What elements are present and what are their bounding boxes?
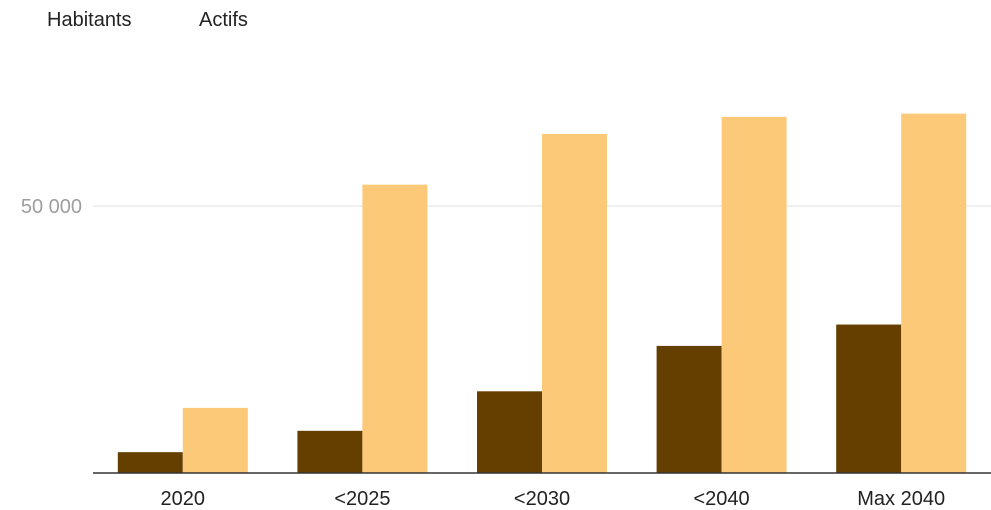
- bars: [117, 113, 967, 474]
- bar-actifs-0[interactable]: [182, 407, 248, 473]
- legend: Habitants Actifs: [47, 9, 248, 31]
- bar-actifs-4[interactable]: [901, 113, 967, 474]
- bar-actifs-3[interactable]: [721, 116, 787, 474]
- bar-actifs-2[interactable]: [542, 133, 607, 473]
- x-tick-label: <2025: [334, 488, 390, 510]
- x-tick-label: 2020: [161, 488, 206, 510]
- bar-habitants-2[interactable]: [477, 391, 542, 473]
- bar-actifs-1[interactable]: [362, 184, 428, 473]
- bar-habitants-4[interactable]: [836, 324, 902, 473]
- y-tick-label: 50 000: [21, 196, 82, 218]
- bar-habitants-1[interactable]: [297, 430, 363, 473]
- x-tick-label: <2040: [694, 488, 750, 510]
- gridlines: 50 000: [21, 196, 991, 218]
- bar-habitants-3[interactable]: [656, 345, 722, 473]
- bar-habitants-0[interactable]: [117, 452, 183, 473]
- legend-label-habitants[interactable]: Habitants: [47, 9, 132, 31]
- x-axis-labels: 2020 <2025 <2030 <2040 Max 2040: [161, 488, 946, 510]
- x-tick-label: Max 2040: [857, 488, 945, 510]
- x-tick-label: <2030: [514, 488, 570, 510]
- legend-label-actifs[interactable]: Actifs: [199, 9, 248, 31]
